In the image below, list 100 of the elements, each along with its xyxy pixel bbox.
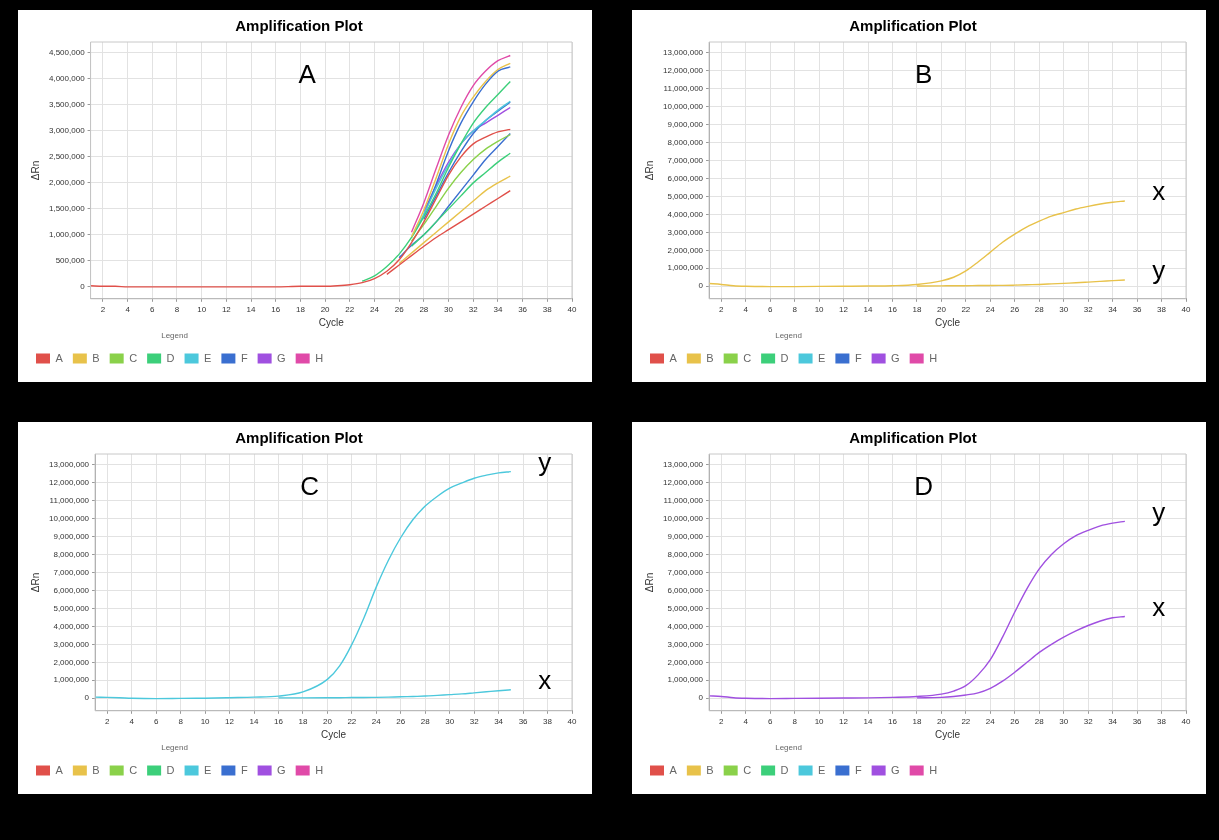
x-tick-label: 40 xyxy=(567,716,577,726)
x-tick-label: 16 xyxy=(274,716,284,726)
chart-title: Amplification Plot xyxy=(235,429,363,447)
x-tick-label: 8 xyxy=(792,304,798,314)
x-tick-label: 34 xyxy=(493,304,503,314)
x-tick-label: 26 xyxy=(396,716,406,726)
y-tick-label: 7,000,000 xyxy=(53,567,90,577)
legend-label: C xyxy=(743,763,752,776)
legend-label: H xyxy=(315,763,324,776)
y-tick-label: 10,000,000 xyxy=(48,513,90,523)
x-tick-label: 14 xyxy=(249,716,260,726)
y-axis-title: ΔRn xyxy=(643,572,655,593)
x-tick-label: 12 xyxy=(839,716,849,726)
legend-label: C xyxy=(129,351,138,364)
series-label: y xyxy=(1152,496,1166,527)
y-tick-label: 8,000,000 xyxy=(667,137,704,147)
x-tick-label: 12 xyxy=(221,304,232,314)
y-tick-label: 11,000,000 xyxy=(49,495,90,505)
legend-title: Legend xyxy=(161,742,188,752)
legend-label: H xyxy=(929,763,938,776)
y-tick-label: 3,000,000 xyxy=(49,126,86,136)
x-tick-label: 18 xyxy=(295,304,306,314)
x-tick-label: 6 xyxy=(767,716,773,726)
x-tick-label: 32 xyxy=(469,716,480,726)
x-tick-label: 30 xyxy=(1059,716,1069,726)
y-tick-label: 0 xyxy=(698,281,704,291)
x-tick-label: 22 xyxy=(961,304,971,314)
x-tick-label: 40 xyxy=(1181,304,1191,314)
annotation: D xyxy=(914,470,934,501)
x-tick-label: 28 xyxy=(419,304,429,314)
x-tick-label: 16 xyxy=(888,304,898,314)
x-tick-label: 20 xyxy=(320,304,331,314)
legend-label: E xyxy=(818,351,826,364)
x-tick-label: 20 xyxy=(936,716,947,726)
x-tick-label: 38 xyxy=(543,716,553,726)
y-tick-label: 11,000,000 xyxy=(663,495,704,505)
x-tick-label: 38 xyxy=(1157,304,1167,314)
legend-label: A xyxy=(669,763,678,776)
x-tick-label: 4 xyxy=(743,304,749,314)
annotation: C xyxy=(300,470,320,501)
x-tick-label: 2 xyxy=(100,304,106,314)
x-tick-label: 36 xyxy=(518,716,529,726)
legend-label: G xyxy=(277,351,286,364)
x-tick-label: 30 xyxy=(1059,304,1069,314)
y-tick-label: 2,000,000 xyxy=(49,178,86,188)
annotation: A xyxy=(298,58,317,89)
x-tick-label: 40 xyxy=(1181,716,1191,726)
series-label: x xyxy=(1152,591,1166,622)
y-tick-label: 5,000,000 xyxy=(667,191,704,201)
y-tick-label: 4,000,000 xyxy=(53,621,90,631)
x-tick-label: 24 xyxy=(370,304,380,314)
y-tick-label: 9,000,000 xyxy=(667,531,704,541)
legend-label: H xyxy=(315,351,324,364)
y-tick-label: 0 xyxy=(80,282,86,292)
y-tick-label: 7,000,000 xyxy=(667,155,704,165)
legend-label: E xyxy=(204,763,212,776)
series-label: x xyxy=(538,664,552,695)
x-tick-label: 40 xyxy=(567,304,577,314)
chart-title: Amplification Plot xyxy=(849,17,977,35)
y-tick-label: 8,000,000 xyxy=(667,549,704,559)
y-tick-label: 2,000,000 xyxy=(667,245,704,255)
y-axis-title: ΔRn xyxy=(643,160,655,181)
x-tick-label: 2 xyxy=(105,716,111,726)
chart-title: Amplification Plot xyxy=(235,17,363,35)
y-tick-label: 4,000,000 xyxy=(667,621,704,631)
x-tick-label: 28 xyxy=(1034,716,1045,726)
legend-title: Legend xyxy=(775,330,802,340)
legend-label: F xyxy=(854,763,862,776)
x-tick-label: 26 xyxy=(1010,304,1020,314)
legend-label: H xyxy=(929,351,938,364)
y-tick-label: 2,000,000 xyxy=(53,657,90,667)
x-tick-label: 4 xyxy=(129,716,135,726)
x-tick-label: 24 xyxy=(985,304,996,314)
y-tick-label: 13,000,000 xyxy=(662,47,704,57)
legend-label: G xyxy=(891,351,900,364)
legend-label: A xyxy=(669,351,678,364)
x-tick-label: 4 xyxy=(743,716,749,726)
x-axis-title: Cycle xyxy=(318,317,345,329)
x-tick-label: 34 xyxy=(494,716,504,726)
x-tick-label: 34 xyxy=(1108,304,1118,314)
y-tick-label: 2,500,000 xyxy=(49,152,86,162)
legend-label: F xyxy=(240,351,248,364)
y-tick-label: 6,000,000 xyxy=(667,173,704,183)
y-axis-title: ΔRn xyxy=(29,160,41,181)
legend-label: D xyxy=(166,351,175,364)
x-tick-label: 22 xyxy=(345,304,355,314)
x-tick-label: 24 xyxy=(371,716,382,726)
legend-label: A xyxy=(55,763,64,776)
x-tick-label: 20 xyxy=(322,716,333,726)
annotation: B xyxy=(915,58,933,89)
x-tick-label: 16 xyxy=(271,304,281,314)
legend-label: F xyxy=(854,351,862,364)
x-tick-label: 6 xyxy=(153,716,159,726)
x-tick-label: 32 xyxy=(468,304,479,314)
y-tick-label: 3,000,000 xyxy=(667,639,704,649)
y-tick-label: 7,000,000 xyxy=(667,567,704,577)
x-tick-label: 22 xyxy=(347,716,357,726)
y-tick-label: 12,000,000 xyxy=(48,477,90,487)
x-tick-label: 22 xyxy=(961,716,971,726)
y-tick-label: 1,500,000 xyxy=(49,204,86,214)
